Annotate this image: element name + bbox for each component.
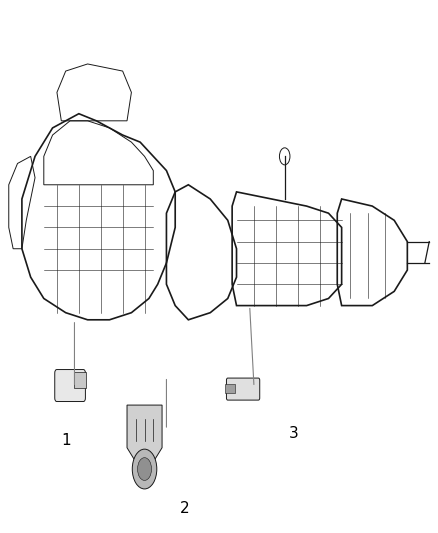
Circle shape bbox=[138, 458, 152, 480]
Text: 1: 1 bbox=[61, 433, 71, 448]
FancyBboxPatch shape bbox=[226, 378, 260, 400]
Polygon shape bbox=[127, 405, 162, 462]
Text: 3: 3 bbox=[289, 426, 299, 441]
FancyBboxPatch shape bbox=[55, 369, 85, 401]
FancyBboxPatch shape bbox=[74, 373, 86, 388]
Circle shape bbox=[132, 449, 157, 489]
FancyBboxPatch shape bbox=[225, 384, 235, 393]
Text: 2: 2 bbox=[180, 500, 189, 515]
